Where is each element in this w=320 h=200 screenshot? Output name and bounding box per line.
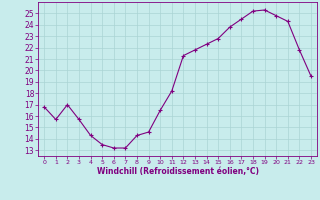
X-axis label: Windchill (Refroidissement éolien,°C): Windchill (Refroidissement éolien,°C): [97, 167, 259, 176]
